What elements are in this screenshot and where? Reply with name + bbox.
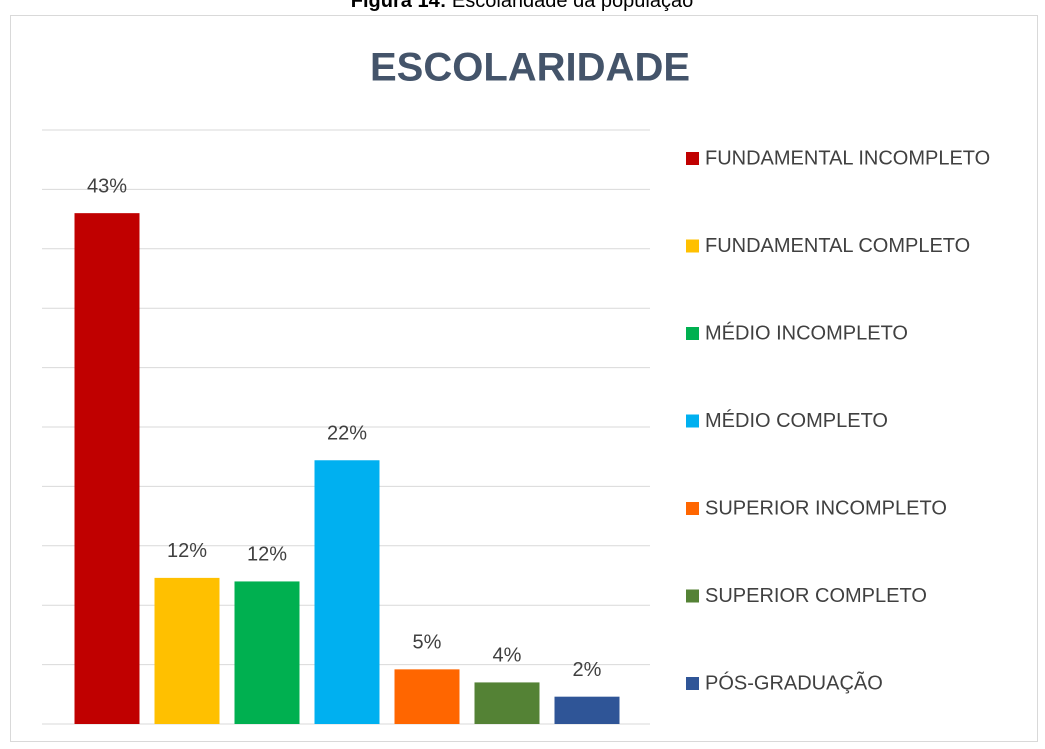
legend-swatch [686, 239, 699, 253]
data-label: 12% [247, 544, 287, 566]
bar [314, 460, 380, 724]
legend-swatch [686, 502, 699, 515]
data-label: 5% [413, 632, 442, 654]
data-label: 12% [167, 540, 207, 562]
bar [154, 577, 220, 724]
caption: Figura 14: Escolaridade da população [351, 0, 693, 12]
data-label: 22% [327, 423, 367, 445]
bar [394, 669, 460, 724]
legend-swatch [686, 414, 699, 428]
legend-swatch [686, 327, 699, 340]
caption-text: Escolaridade da população [452, 0, 693, 12]
legend-label: PÓS-GRADUAÇÃO [705, 670, 883, 694]
bar [554, 696, 620, 724]
legend-label: SUPERIOR INCOMPLETO [705, 497, 947, 519]
legend-swatch [686, 152, 699, 165]
data-label: 4% [493, 645, 522, 667]
bar [474, 682, 540, 724]
bar [234, 581, 300, 724]
chart-title: ESCOLARIDADE [370, 46, 690, 90]
legend-label: MÉDIO INCOMPLETO [705, 321, 908, 344]
data-label: 43% [87, 175, 127, 197]
legend-label: FUNDAMENTAL INCOMPLETO [705, 147, 990, 169]
chart-frame [10, 15, 1038, 742]
caption-label: Figura 14: [351, 0, 447, 12]
legend-label: MÉDIO COMPLETO [705, 409, 888, 432]
legend-label: SUPERIOR COMPLETO [705, 585, 927, 607]
bar [74, 213, 140, 724]
legend-swatch [686, 677, 699, 690]
legend-swatch [686, 589, 699, 603]
data-label: 2% [573, 659, 602, 681]
legend-label: FUNDAMENTAL COMPLETO [705, 235, 970, 257]
